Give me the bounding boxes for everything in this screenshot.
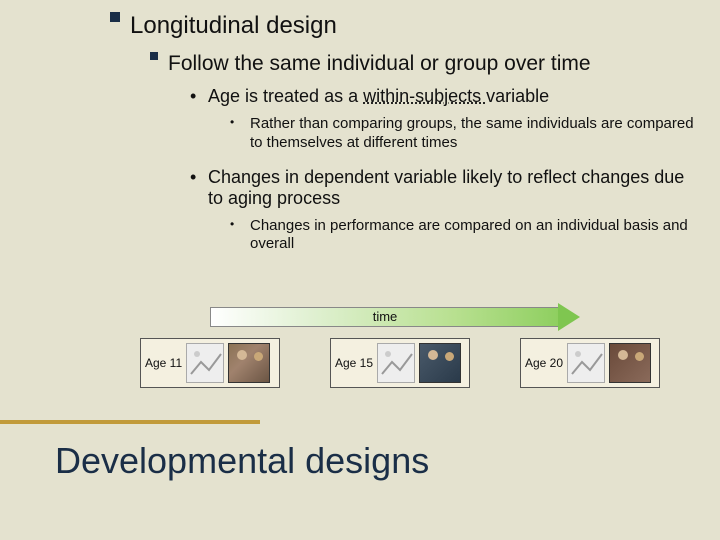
separator-line [0,420,260,424]
time-label: time [210,309,560,324]
level4b-text: Changes in performance are compared on a… [250,217,700,255]
dot-bullet-icon: • [190,86,208,107]
time-arrow: time [210,305,580,329]
level1-text: Longitudinal design [130,12,337,40]
slide-body: Longitudinal design Follow the same indi… [0,0,720,254]
level4a-text: Rather than comparing groups, the same i… [250,115,700,153]
group-photo-icon [609,343,651,383]
square-bullet-icon [150,52,158,60]
text-fragment: variable [486,86,549,106]
placeholder-icon [377,343,415,383]
slide-title: Developmental designs [55,440,429,482]
level3b-text: Changes in dependent variable likely to … [208,167,700,209]
level3a-text: Age is treated as a within-subjects vari… [208,86,549,107]
text-fragment: Age is treated as a [208,86,363,106]
underlined-text: within-subjects [363,86,486,106]
bullet-level-3b: • Changes in dependent variable likely t… [190,167,700,209]
age-label: Age 11 [145,356,182,370]
arrow-head-icon [558,303,580,331]
stage-box: Age 20 [520,338,660,388]
group-photo-icon [228,343,270,383]
group-photo-icon [419,343,461,383]
stage-box: Age 11 [140,338,280,388]
placeholder-icon [567,343,605,383]
timeline-stages: Age 11 Age 15 Age 20 [140,338,660,388]
age-label: Age 20 [525,356,563,370]
bullet-level-4b: • Changes in performance are compared on… [230,217,700,255]
bullet-level-2: Follow the same individual or group over… [150,52,700,76]
dot-bullet-icon: • [190,167,208,188]
placeholder-icon [186,343,224,383]
age-label: Age 15 [335,356,373,370]
level2-text: Follow the same individual or group over… [168,52,591,76]
bullet-level-3a: • Age is treated as a within-subjects va… [190,86,700,107]
dot-bullet-icon: • [230,217,250,232]
bullet-level-4a: • Rather than comparing groups, the same… [230,115,700,153]
dot-bullet-icon: • [230,115,250,130]
stage-box: Age 15 [330,338,470,388]
square-bullet-icon [110,12,120,22]
bullet-level-1: Longitudinal design [110,12,700,40]
